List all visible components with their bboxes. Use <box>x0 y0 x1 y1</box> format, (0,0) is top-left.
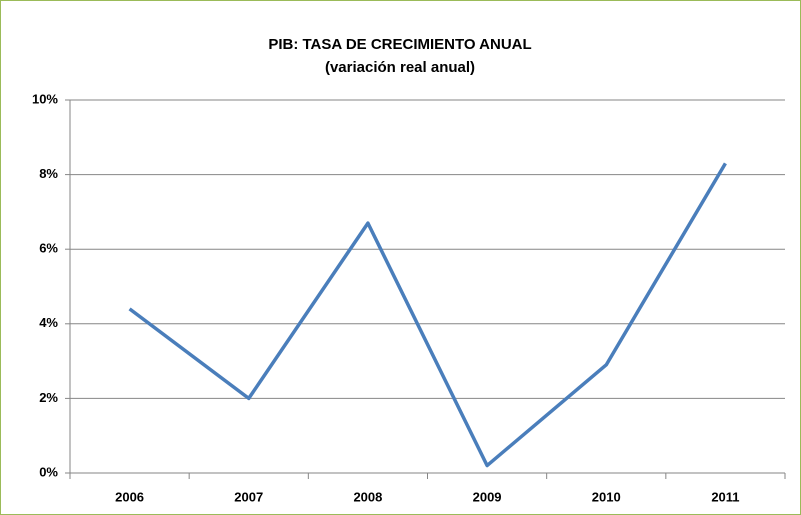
x-tick-label: 2010 <box>592 489 621 504</box>
x-tick-label: 2008 <box>353 489 382 504</box>
x-tick-label: 2011 <box>711 489 739 504</box>
y-tick-label: 4% <box>39 315 58 330</box>
y-tick-label: 0% <box>39 464 58 479</box>
x-tick-label: 2006 <box>115 489 144 504</box>
x-tick-label: 2007 <box>234 489 263 504</box>
data-line <box>128 162 727 468</box>
y-tick-label: 10% <box>32 91 58 106</box>
y-tick-label: 2% <box>39 390 58 405</box>
y-tick-label: 6% <box>39 241 58 256</box>
x-tick-label: 2009 <box>473 489 502 504</box>
chart-subtitle: (variación real anual) <box>325 59 475 76</box>
y-tick-label: 8% <box>39 166 58 181</box>
chart-title: PIB: TASA DE CRECIMIENTO ANUAL <box>268 36 531 53</box>
